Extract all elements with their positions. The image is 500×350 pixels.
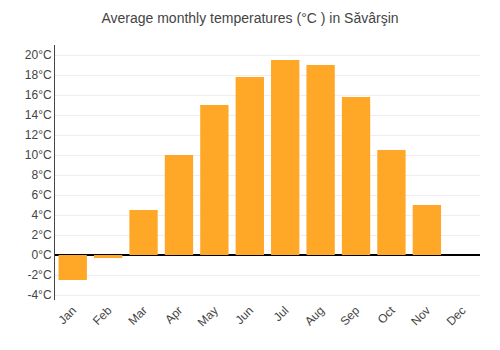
svg-text:10°C: 10°C: [25, 148, 52, 162]
svg-text:May: May: [195, 303, 221, 329]
svg-text:Feb: Feb: [90, 303, 115, 328]
svg-text:Aug: Aug: [302, 303, 327, 328]
svg-text:16°C: 16°C: [25, 88, 52, 102]
svg-text:8°C: 8°C: [31, 168, 51, 182]
svg-text:Mar: Mar: [125, 303, 150, 328]
svg-text:12°C: 12°C: [25, 128, 52, 142]
svg-text:Jan: Jan: [55, 303, 79, 327]
svg-text:6°C: 6°C: [31, 188, 51, 202]
svg-text:-4°C: -4°C: [27, 288, 51, 302]
svg-text:0°C: 0°C: [31, 248, 51, 262]
svg-text:Nov: Nov: [408, 303, 433, 328]
svg-text:2°C: 2°C: [31, 228, 51, 242]
svg-text:Jun: Jun: [233, 303, 257, 327]
svg-text:Dec: Dec: [444, 303, 469, 328]
svg-text:Oct: Oct: [375, 303, 399, 327]
svg-text:18°C: 18°C: [25, 68, 52, 82]
svg-text:-2°C: -2°C: [27, 268, 51, 282]
svg-text:4°C: 4°C: [31, 208, 51, 222]
svg-text:20°C: 20°C: [25, 48, 52, 62]
svg-text:Sep: Sep: [337, 303, 362, 328]
svg-text:Jul: Jul: [271, 303, 292, 324]
svg-text:Apr: Apr: [162, 303, 185, 326]
svg-text:Average monthly temperatures (: Average monthly temperatures (°C ) in Să…: [101, 10, 398, 26]
svg-text:14°C: 14°C: [25, 108, 52, 122]
